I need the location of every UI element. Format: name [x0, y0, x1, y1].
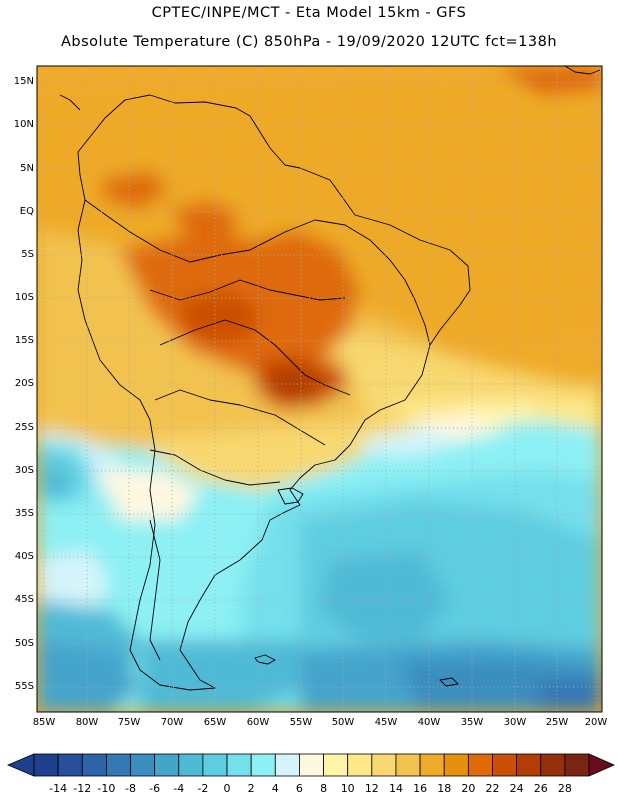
colorbar-segment: [540, 753, 566, 777]
colorbar-under-arrow: [6, 753, 35, 777]
colorbar-tick-label: 26: [533, 782, 548, 795]
lat-label: 10N: [13, 119, 34, 130]
colorbar-tick-label: -8: [125, 782, 136, 795]
colorbar-segment: [299, 753, 324, 777]
colorbar-tick-label: 0: [223, 782, 231, 795]
colorbar-segment: [250, 753, 276, 777]
lon-label: 25W: [545, 717, 569, 728]
colorbar-tick-label: -10: [97, 782, 116, 795]
colorbar-tick-label: -12: [73, 782, 92, 795]
lat-label: 20S: [14, 378, 34, 389]
lat-label: 15S: [14, 335, 34, 346]
colorbar-segment: [226, 753, 252, 777]
colorbar-tick-label: -6: [149, 782, 161, 795]
colorbar-tick-label: 20: [461, 782, 476, 795]
lon-label: 85W: [32, 717, 56, 728]
lat-label: 40S: [14, 551, 34, 562]
lon-label: 20W: [584, 717, 608, 728]
temperature-field: [37, 66, 602, 712]
colorbar-segment: [467, 753, 493, 777]
lat-label: 45S: [14, 594, 34, 605]
colorbar-segment: [33, 753, 59, 777]
colorbar-segment: [395, 753, 421, 777]
lat-label: 30S: [14, 465, 34, 476]
map-title-line-2: Absolute Temperature (C) 850hPa - 19/09/…: [60, 34, 558, 50]
colorbar-tick-label: 22: [485, 782, 500, 795]
lon-label: 75W: [117, 717, 141, 728]
colorbar-segment: [347, 753, 373, 777]
colorbar-segment: [274, 753, 300, 777]
colorbar-segment: [371, 753, 397, 777]
colorbar-segment: [419, 753, 445, 777]
lon-label: 35W: [460, 717, 484, 728]
colorbar-segment: [323, 753, 349, 777]
lat-label: 10S: [14, 292, 34, 303]
lon-label: 50W: [331, 717, 355, 728]
colorbar-tick-label: -4: [173, 782, 185, 795]
map-frame: [36, 65, 603, 713]
lon-label: 70W: [160, 717, 184, 728]
lon-label: 60W: [246, 717, 270, 728]
lat-label: 25S: [14, 422, 34, 433]
colorbar-segment: [178, 753, 204, 777]
colorbar-tick-label: 18: [437, 782, 452, 795]
colorbar-tick-label: -14: [49, 782, 68, 795]
lat-label: 5S: [21, 249, 34, 260]
colorbar-over-arrow: [588, 753, 615, 777]
colorbar-segment: [443, 753, 469, 777]
map-title-line-1: CPTEC/INPE/MCT - Eta Model 15km - GFS: [151, 5, 467, 21]
colorbar-tick-label: 6: [295, 782, 303, 795]
lon-label: 65W: [203, 717, 227, 728]
colorbar-segment: [105, 753, 131, 777]
lon-label: 55W: [289, 717, 313, 728]
colorbar-segment: [130, 753, 156, 777]
lon-label: 40W: [417, 717, 441, 728]
colorbar-segment: [564, 753, 590, 777]
colorbar-segment: [81, 753, 107, 777]
colorbar-tick-label: 12: [364, 782, 379, 795]
colorbar-segment: [154, 753, 180, 777]
lat-label: 35S: [14, 508, 34, 519]
lat-label: 55S: [14, 681, 34, 692]
colorbar-segment: [202, 753, 228, 777]
lat-label: EQ: [19, 206, 34, 217]
lat-label: 15N: [13, 76, 34, 87]
lon-label: 30W: [503, 717, 527, 728]
lat-label: 50S: [14, 638, 34, 649]
lon-label: 80W: [75, 717, 99, 728]
colorbar-tick-label: -2: [197, 782, 209, 795]
lat-label: 5N: [20, 163, 34, 174]
colorbar-tick-label: 14: [388, 782, 403, 795]
colorbar-tick-label: 2: [247, 782, 255, 795]
colorbar-segment: [516, 753, 542, 777]
colorbar-segment: [57, 753, 83, 777]
colorbar-tick-label: 16: [413, 782, 428, 795]
colorbar-tick-label: 4: [271, 782, 279, 795]
colorbar-tick-label: 8: [320, 782, 328, 795]
colorbar-segment: [492, 753, 518, 777]
lon-label: 45W: [374, 717, 398, 728]
colorbar-tick-label: 28: [557, 782, 572, 795]
colorbar-tick-label: 24: [509, 782, 524, 795]
colorbar: [6, 753, 615, 777]
colorbar-tick-label: 10: [340, 782, 355, 795]
